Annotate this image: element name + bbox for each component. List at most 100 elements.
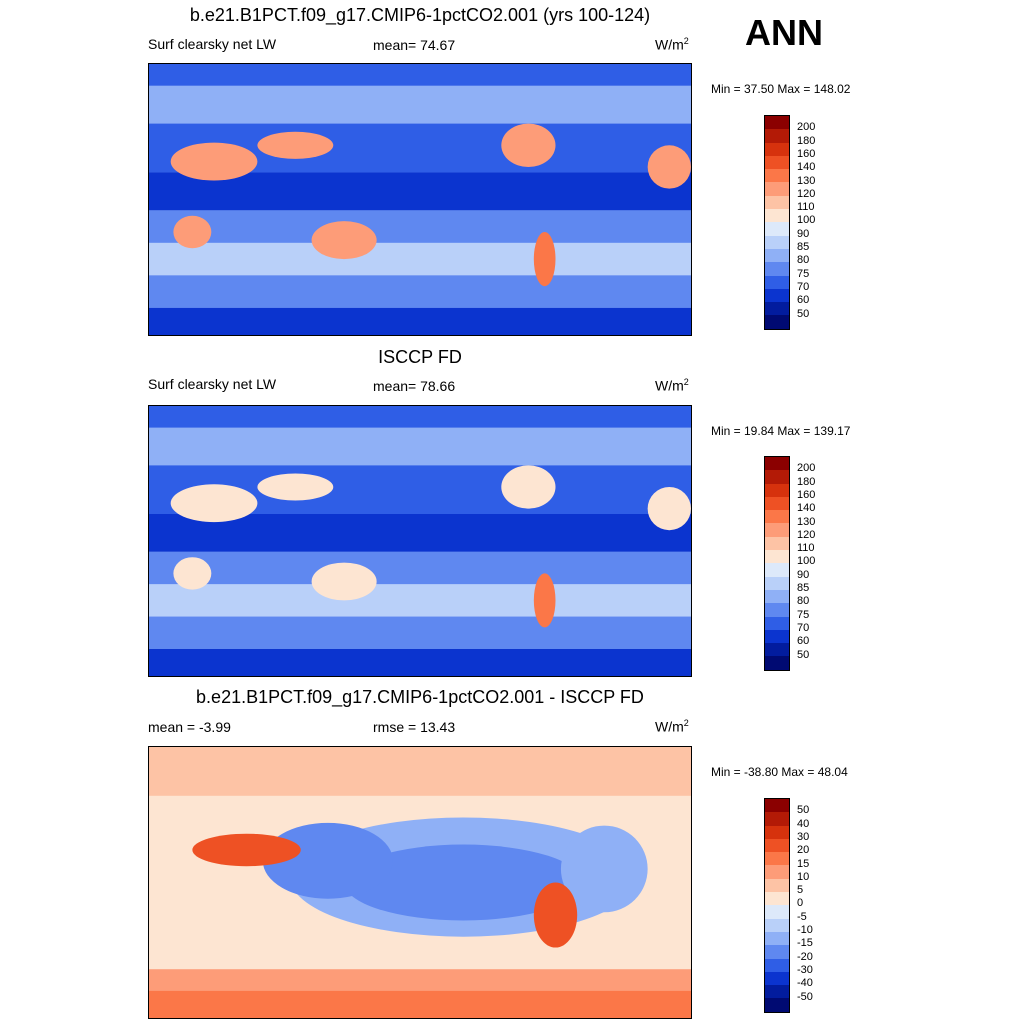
colorbar-swatch (765, 838, 789, 853)
colorbar-tick-label: 110 (797, 542, 815, 555)
colorbar-swatch (765, 129, 789, 143)
panel2-units: W/m2 (655, 377, 689, 394)
colorbar-swatch (765, 510, 789, 524)
colorbar-swatch (765, 643, 789, 657)
colorbar-swatch (765, 905, 789, 919)
panel3-mean: mean = -3.99 (148, 719, 231, 735)
colorbar-tick-label: 30 (797, 830, 810, 843)
colorbar-swatch (765, 589, 789, 604)
colorbar-tick-label: 75 (797, 267, 810, 280)
colorbar-tick-label: -15 (797, 937, 813, 950)
colorbar-tick-label: 130 (797, 174, 816, 187)
colorbar-tick-label: 0 (797, 897, 804, 910)
panel3-units: W/m2 (655, 718, 689, 735)
panel1-units: W/m2 (655, 36, 689, 53)
colorbar-swatch (765, 799, 789, 813)
colorbar-tick-label: -5 (797, 910, 807, 923)
colorbar-tick-label: 140 (797, 502, 816, 515)
panel1-title: b.e21.B1PCT.f09_g17.CMIP6-1pctCO2.001 (y… (189, 5, 651, 25)
colorbar-tick-label: 70 (797, 621, 810, 634)
colorbar-swatch (765, 182, 789, 196)
colorbar-tick-label: 60 (797, 635, 810, 648)
colorbar-swatch (765, 536, 789, 551)
colorbar-swatch (765, 195, 789, 210)
colorbar-tick-label: 90 (797, 568, 810, 581)
colorbar-tick-label: 50 (797, 804, 810, 817)
colorbar-swatch (765, 275, 789, 289)
colorbar-tick-label: 100 (797, 214, 816, 227)
panel3-colorbar (764, 798, 790, 1013)
colorbar-tick-label: -20 (797, 950, 813, 963)
colorbar-tick-label: 90 (797, 227, 810, 240)
colorbar-tick-label: 120 (797, 528, 816, 541)
panel3-rmse: rmse = 13.43 (373, 719, 456, 735)
colorbar-tick-label: 80 (797, 595, 810, 608)
colorbar-swatch (765, 302, 789, 316)
panel3-map (148, 746, 692, 1019)
colorbar-tick-label: 130 (797, 515, 816, 528)
colorbar-tick-label: 85 (797, 241, 810, 253)
colorbar-tick-label: 180 (797, 475, 816, 488)
colorbar-swatch (765, 288, 789, 303)
colorbar-swatch (765, 812, 789, 826)
colorbar-swatch (765, 998, 789, 1012)
colorbar-swatch (765, 892, 789, 906)
colorbar-swatch (765, 142, 789, 156)
colorbar-swatch (765, 457, 789, 471)
colorbar-tick-label: 60 (797, 294, 810, 307)
colorbar-tick-label: 80 (797, 254, 810, 267)
panel2-variable: Surf clearsky net LW (148, 376, 277, 392)
colorbar-swatch (765, 878, 789, 893)
colorbar-swatch (765, 945, 789, 959)
colorbar-swatch (765, 825, 789, 839)
colorbar-swatch (765, 169, 789, 183)
colorbar-tick-label: 85 (797, 582, 810, 594)
colorbar-swatch (765, 483, 789, 497)
colorbar-swatch (765, 971, 789, 986)
colorbar-swatch (765, 656, 789, 670)
colorbar-swatch (765, 155, 789, 170)
colorbar-swatch (765, 865, 789, 879)
colorbar-tick-label: -40 (797, 977, 813, 990)
colorbar-swatch (765, 315, 789, 329)
colorbar-tick-label: 40 (797, 817, 810, 830)
colorbar-tick-label: 75 (797, 608, 810, 621)
colorbar-swatch (765, 496, 789, 511)
colorbar-tick-label: 140 (797, 161, 816, 174)
colorbar-swatch (765, 918, 789, 932)
colorbar-swatch (765, 563, 789, 577)
panel2-minmax: Min = 19.84 Max = 139.17 (711, 424, 851, 438)
panel2-mean: mean= 78.66 (373, 378, 456, 394)
panel1-variable: Surf clearsky net LW (148, 36, 277, 52)
colorbar-tick-label: -50 (797, 990, 813, 1003)
colorbar-tick-label: 50 (797, 648, 810, 661)
panel1-colorbar (764, 115, 790, 330)
panel3-minmax: Min = -38.80 Max = 48.04 (711, 765, 848, 779)
colorbar-swatch (765, 222, 789, 236)
colorbar-tick-label: 200 (797, 462, 816, 475)
colorbar-swatch (765, 852, 789, 866)
season-label: ANN (745, 12, 823, 53)
colorbar-swatch (765, 248, 789, 263)
colorbar-swatch (765, 985, 789, 999)
panel3-title: b.e21.B1PCT.f09_g17.CMIP6-1pctCO2.001 - … (196, 687, 644, 707)
map-field (149, 747, 691, 1018)
colorbar-tick-label: 20 (797, 844, 810, 857)
panel2-colorbar (764, 456, 790, 671)
colorbar-swatch (765, 629, 789, 644)
colorbar-swatch (765, 576, 789, 590)
colorbar-tick-label: 5 (797, 884, 804, 897)
colorbar-tick-label: 70 (797, 280, 810, 293)
colorbar-tick-label: 10 (797, 870, 810, 883)
panel1-mean: mean= 74.67 (373, 37, 456, 53)
colorbar-tick-label: 50 (797, 307, 810, 320)
colorbar-swatch (765, 470, 789, 484)
colorbar-swatch (765, 931, 789, 946)
colorbar-swatch (765, 550, 789, 564)
colorbar-swatch (765, 616, 789, 630)
panel1-map (148, 63, 692, 336)
colorbar-swatch (765, 603, 789, 617)
colorbar-swatch (765, 523, 789, 537)
colorbar-tick-label: -30 (797, 963, 813, 976)
colorbar-swatch (765, 209, 789, 223)
